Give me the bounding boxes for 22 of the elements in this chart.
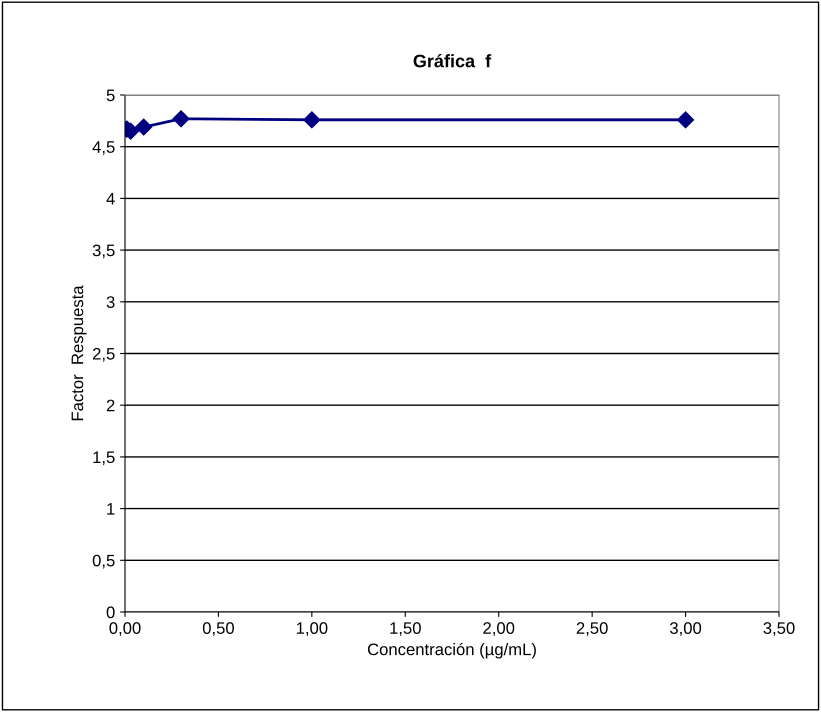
- y-tick-label: 5: [106, 90, 115, 102]
- y-tick-label: 1,5: [93, 451, 115, 466]
- x-axis-title: Concentración (µg/mL): [368, 642, 536, 659]
- y-tick-label: 0,5: [92, 554, 115, 568]
- x-tick-label: 0,50: [202, 622, 234, 636]
- y-tick-label: 0: [106, 606, 115, 618]
- x-tick-label: 3,00: [670, 622, 702, 636]
- x-tick-label: 2,50: [576, 622, 608, 636]
- y-tick-label: 3,5: [92, 244, 115, 258]
- x-tick-label: 2,00: [483, 622, 514, 636]
- chart-title: Gráfica f: [414, 54, 492, 68]
- x-tick-label: 0,00: [109, 622, 141, 636]
- y-tick-label: 4,5: [92, 141, 115, 155]
- y-tick-label: 2,5: [92, 348, 115, 362]
- x-tick-label: 3,50: [763, 622, 795, 636]
- y-tick-label: 4: [106, 192, 115, 204]
- y-tick-label: 2: [106, 400, 114, 412]
- x-tick-label: 1,00: [296, 622, 328, 636]
- y-tick-label: 1: [107, 503, 114, 515]
- x-tick-label: 1,50: [390, 622, 421, 636]
- y-tick-label: 3: [106, 296, 115, 308]
- y-axis-title: Factor Respuesta: [72, 285, 87, 420]
